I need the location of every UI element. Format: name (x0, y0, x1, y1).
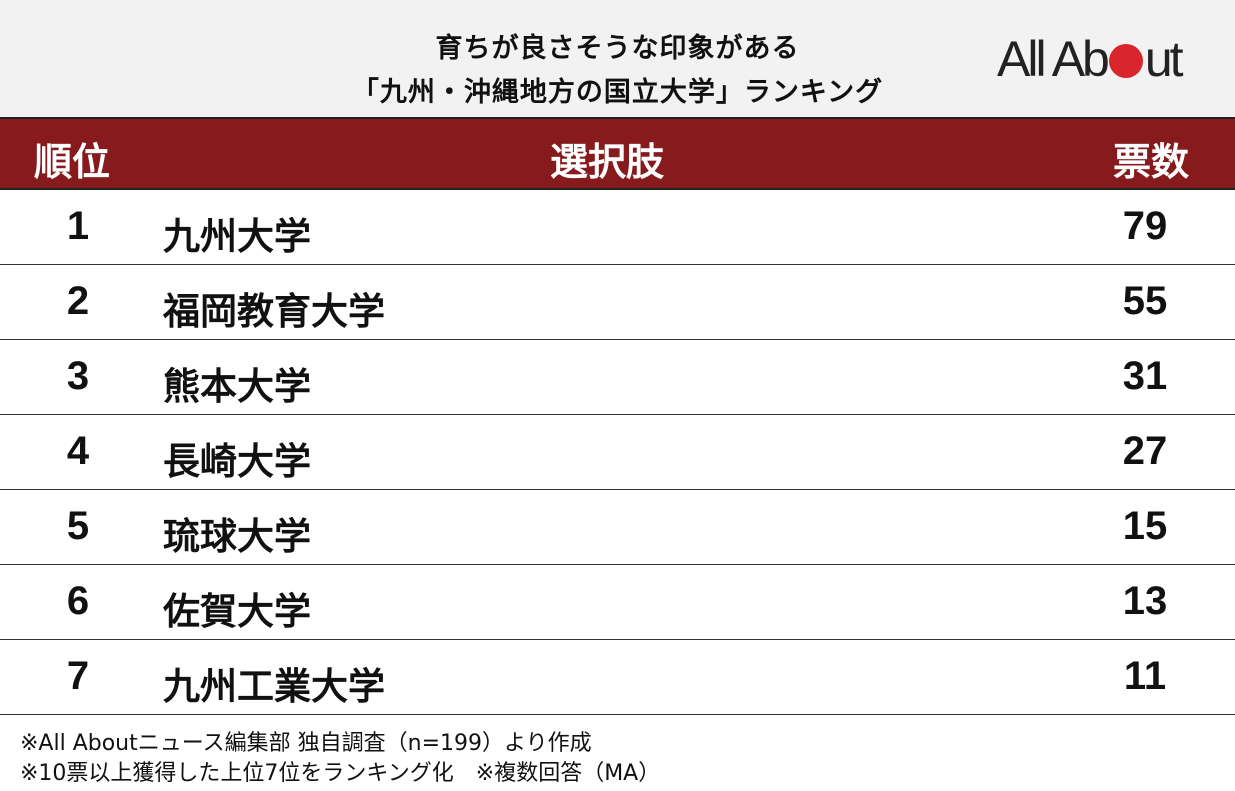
votes-cell: 55 (1122, 279, 1168, 323)
logo-dot-icon (1108, 44, 1143, 78)
title-line-2: 「九州・沖縄地方の国立大学」ランキング (351, 77, 884, 108)
table-row: 2 福岡教育大学 55 (0, 265, 1235, 340)
rank-cell: 4 (66, 429, 90, 473)
header-choice: 選択肢 (550, 140, 665, 184)
choice-cell: 琉球大学 (163, 515, 311, 558)
choice-cell: 九州工業大学 (163, 665, 385, 708)
rank-cell: 7 (66, 654, 90, 698)
table-row: 6 佐賀大学 13 (0, 565, 1235, 640)
header-rank: 順位 (34, 140, 111, 184)
table-row: 3 熊本大学 31 (0, 340, 1235, 415)
choice-cell: 九州大学 (163, 215, 311, 258)
votes-cell: 15 (1122, 504, 1168, 548)
votes-cell: 11 (1123, 654, 1167, 698)
rank-cell: 5 (66, 504, 90, 548)
table-row: 4 長崎大学 27 (0, 415, 1235, 490)
table-row: 1 九州大学 79 (0, 190, 1235, 265)
table-header: 順位 選択肢 票数 (0, 117, 1235, 190)
choice-cell: 福岡教育大学 (163, 290, 385, 333)
rank-cell: 6 (66, 579, 90, 623)
header-votes: 票数 (1113, 140, 1190, 184)
title-band: 育ちが良さそうな印象がある 「九州・沖縄地方の国立大学」ランキング All Ab… (0, 0, 1235, 117)
table-row: 5 琉球大学 15 (0, 490, 1235, 565)
table-row: 7 九州工業大学 11 (0, 640, 1235, 715)
rank-cell: 1 (66, 204, 90, 248)
votes-cell: 79 (1122, 204, 1168, 248)
footnote-1: ※All Aboutニュース編集部 独自調査（n=199）より作成 (20, 731, 592, 756)
votes-cell: 31 (1122, 354, 1168, 398)
rank-cell: 2 (66, 279, 90, 323)
rank-cell: 3 (66, 354, 90, 398)
choice-cell: 長崎大学 (163, 440, 311, 483)
choice-cell: 佐賀大学 (163, 590, 311, 633)
table-body: 1 九州大学 79 2 福岡教育大学 55 3 熊本大学 31 4 長崎大学 27 5 琉球大学 15 6 佐賀… (0, 190, 1235, 715)
all-about-logo: All Ab ut (997, 31, 1184, 87)
title-line-1: 育ちが良さそうな印象がある (435, 33, 800, 64)
choice-cell: 熊本大学 (163, 365, 311, 408)
votes-cell: 13 (1122, 579, 1168, 623)
votes-cell: 27 (1122, 429, 1168, 473)
footnote-2: ※10票以上獲得した上位7位をランキング化 ※複数回答（MA） (20, 761, 661, 786)
